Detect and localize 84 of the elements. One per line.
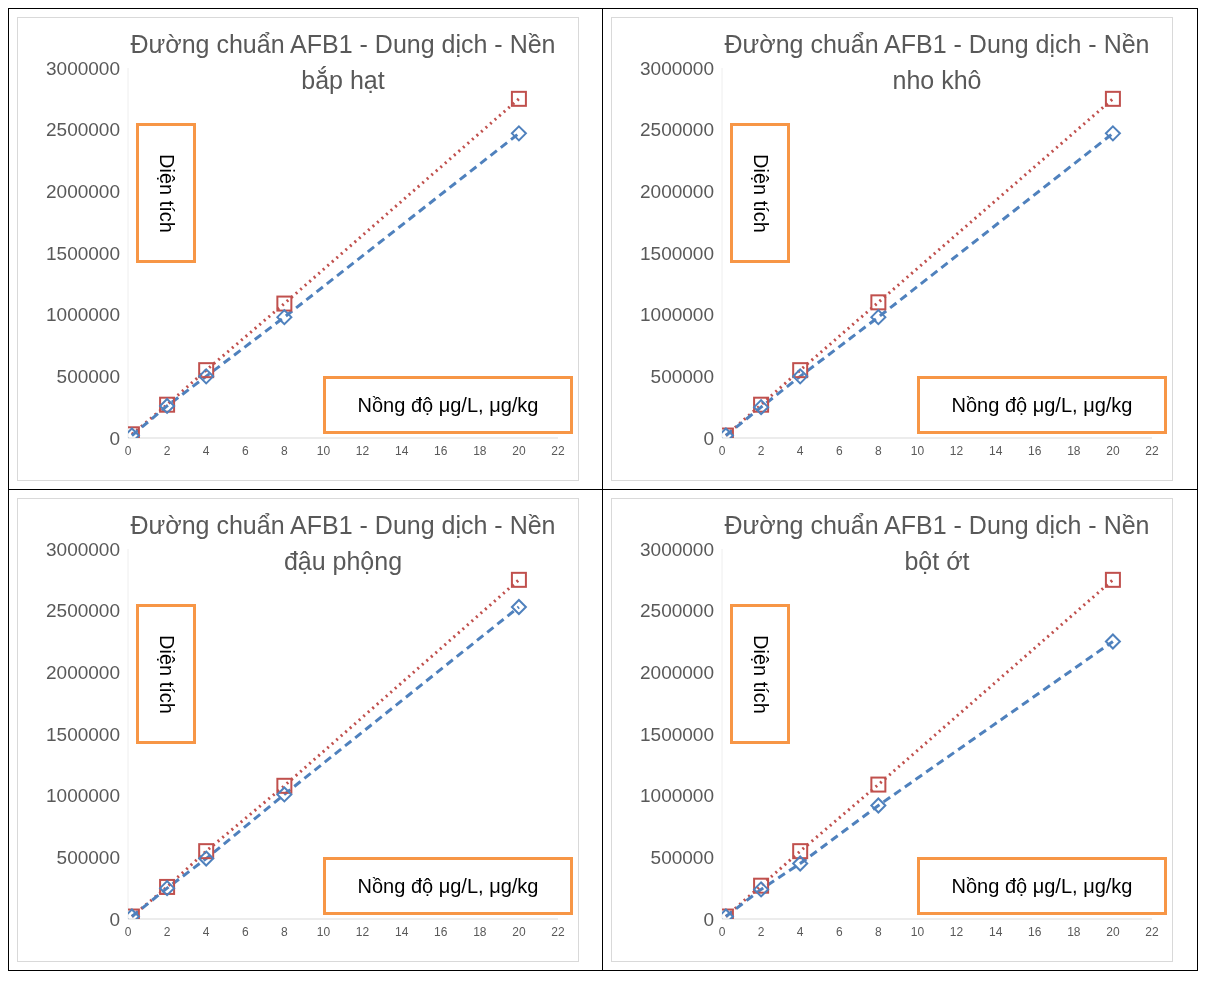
y-axis-title: Diện tích xyxy=(154,153,178,233)
x-tick-label: 14 xyxy=(988,443,1003,458)
y-tick-label: 1500000 xyxy=(640,242,714,264)
x-tick-label: 20 xyxy=(1106,443,1120,458)
x-tick-label: 8 xyxy=(875,924,883,939)
y-tick-label: 3000000 xyxy=(640,538,714,560)
x-tick-label: 14 xyxy=(394,924,409,939)
y-tick-label: 500000 xyxy=(650,847,714,869)
x-tick-label: 4 xyxy=(202,443,210,458)
y-tick-label: 3000000 xyxy=(640,57,714,79)
y-axis-title: Diện tích xyxy=(748,634,772,714)
y-tick-label: 2500000 xyxy=(46,600,120,622)
x-tick-label: 10 xyxy=(316,924,331,939)
x-axis-title: Nồng độ μg/L, μg/kg xyxy=(917,376,1167,434)
x-tick-label: 18 xyxy=(1067,443,1081,458)
x-tick-label: 16 xyxy=(434,443,448,458)
y-tick-label: 2500000 xyxy=(46,119,120,141)
y-tick-label: 500000 xyxy=(650,366,714,388)
x-tick-label: 0 xyxy=(124,443,132,458)
x-axis-title: Nồng độ μg/L, μg/kg xyxy=(323,857,573,915)
x-tick-label: 16 xyxy=(434,924,448,939)
x-axis-title: Nồng độ μg/L, μg/kg xyxy=(323,376,573,434)
x-tick-label: 8 xyxy=(281,924,289,939)
x-tick-label: 12 xyxy=(355,443,370,458)
x-tick-label: 20 xyxy=(512,443,526,458)
x-tick-label: 4 xyxy=(202,924,210,939)
x-tick-label: 2 xyxy=(757,443,765,458)
y-tick-label: 500000 xyxy=(56,366,120,388)
x-tick-label: 6 xyxy=(835,443,843,458)
x-tick-label: 22 xyxy=(551,924,565,939)
x-tick-label: 2 xyxy=(757,924,765,939)
x-tick-label: 14 xyxy=(394,443,409,458)
y-tick-label: 2000000 xyxy=(640,662,714,684)
y-tick-label: 1000000 xyxy=(640,304,714,326)
x-tick-label: 6 xyxy=(241,443,249,458)
x-tick-label: 22 xyxy=(1145,443,1159,458)
y-tick-label: 1500000 xyxy=(46,242,120,264)
y-axis-title: Diện tích xyxy=(154,634,178,714)
x-tick-label: 12 xyxy=(355,924,370,939)
y-tick-label: 3000000 xyxy=(46,57,120,79)
chart-title: Đường chuẩn AFB1 - Dung dịch - Nền nho khô xyxy=(723,29,1151,96)
y-tick-label: 1000000 xyxy=(46,304,120,326)
x-tick-label: 8 xyxy=(875,443,883,458)
y-axis-title: Diện tích xyxy=(748,153,772,233)
x-tick-label: 22 xyxy=(1145,924,1159,939)
x-tick-label: 0 xyxy=(718,924,726,939)
y-tick-label: 2000000 xyxy=(640,181,714,203)
x-tick-label: 2 xyxy=(163,924,171,939)
y-tick-label: 1000000 xyxy=(640,785,714,807)
x-tick-label: 0 xyxy=(718,443,726,458)
x-tick-label: 6 xyxy=(241,924,249,939)
x-tick-label: 16 xyxy=(1028,443,1042,458)
chart-title: Đường chuẩn AFB1 - Dung dịch - Nền đậu phộng xyxy=(129,510,557,577)
x-tick-label: 12 xyxy=(949,924,964,939)
x-tick-label: 10 xyxy=(910,924,925,939)
x-tick-label: 2 xyxy=(163,443,171,458)
x-tick-label: 22 xyxy=(551,443,565,458)
y-tick-label: 1500000 xyxy=(640,723,714,745)
y-tick-label: 2000000 xyxy=(46,181,120,203)
x-tick-label: 20 xyxy=(512,924,526,939)
x-tick-label: 18 xyxy=(473,924,487,939)
x-tick-label: 10 xyxy=(910,443,925,458)
x-axis-title: Nồng độ μg/L, μg/kg xyxy=(917,857,1167,915)
chart-title: Đường chuẩn AFB1 - Dung dịch - Nền bột ớt xyxy=(723,510,1151,577)
y-tick-label: 2500000 xyxy=(640,119,714,141)
x-tick-label: 18 xyxy=(1067,924,1081,939)
y-tick-label: 2000000 xyxy=(46,662,120,684)
x-tick-label: 20 xyxy=(1106,924,1120,939)
y-tick-label: 1000000 xyxy=(46,785,120,807)
y-tick-label: 500000 xyxy=(56,847,120,869)
x-tick-label: 6 xyxy=(835,924,843,939)
y-tick-label: 2500000 xyxy=(640,600,714,622)
x-tick-label: 18 xyxy=(473,443,487,458)
x-tick-label: 12 xyxy=(949,443,964,458)
x-tick-label: 4 xyxy=(796,443,804,458)
y-tick-label: 3000000 xyxy=(46,538,120,560)
x-tick-label: 10 xyxy=(316,443,331,458)
x-tick-label: 16 xyxy=(1028,924,1042,939)
x-tick-label: 4 xyxy=(796,924,804,939)
y-tick-label: 1500000 xyxy=(46,723,120,745)
x-tick-label: 0 xyxy=(124,924,132,939)
x-tick-label: 8 xyxy=(281,443,289,458)
x-tick-label: 14 xyxy=(988,924,1003,939)
chart-title: Đường chuẩn AFB1 - Dung dịch - Nền bắp hạt xyxy=(129,29,557,96)
